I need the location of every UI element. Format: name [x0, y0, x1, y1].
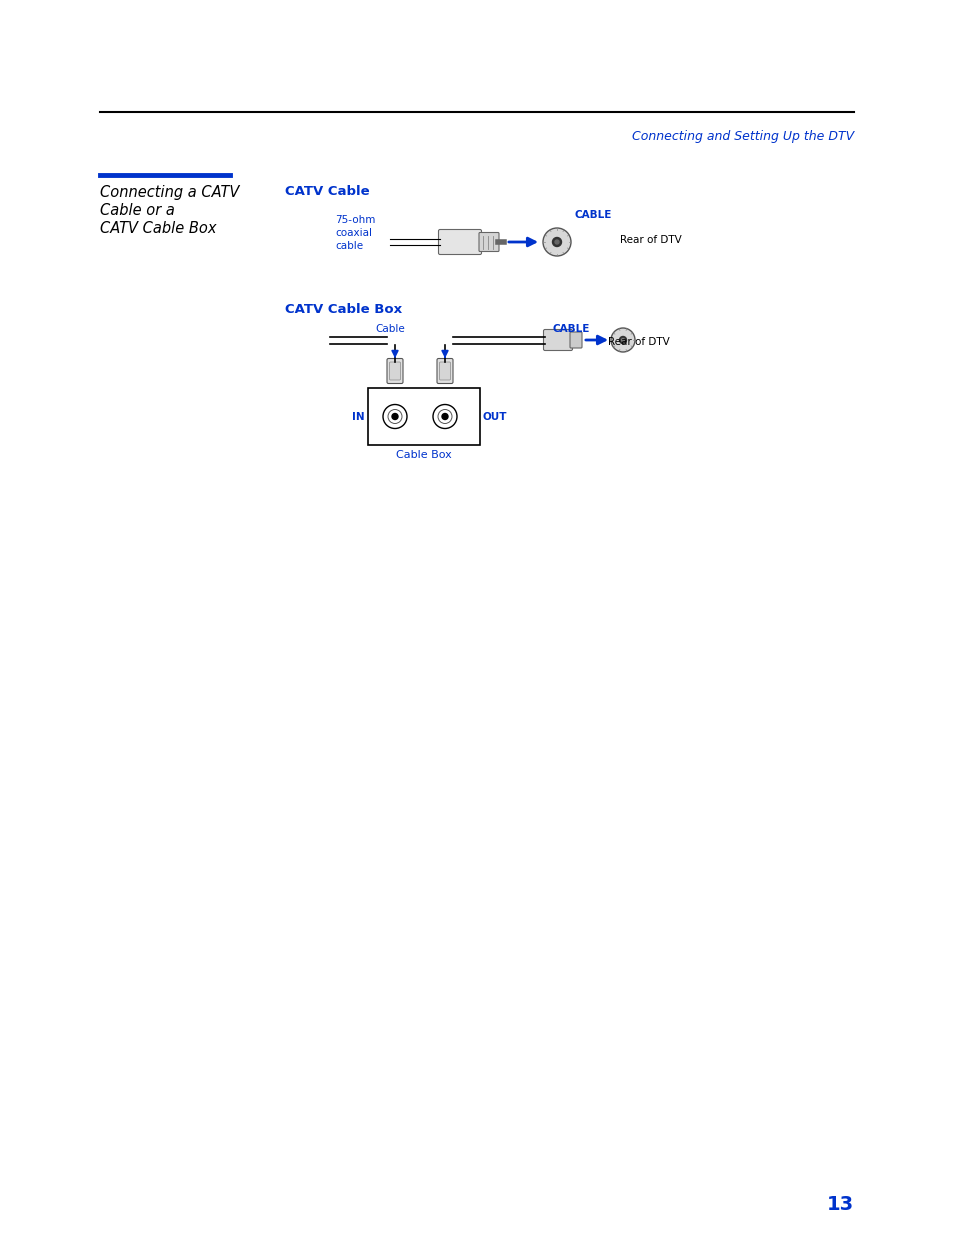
Text: CABLE: CABLE — [553, 324, 590, 333]
Circle shape — [620, 338, 624, 342]
FancyBboxPatch shape — [389, 362, 400, 380]
Bar — [368, 388, 479, 445]
Text: 13: 13 — [826, 1195, 853, 1214]
Text: IN: IN — [352, 411, 365, 421]
Text: Cable or a: Cable or a — [100, 203, 174, 219]
Circle shape — [437, 410, 452, 424]
Text: CATV Cable Box: CATV Cable Box — [100, 221, 216, 236]
FancyBboxPatch shape — [543, 330, 572, 351]
FancyBboxPatch shape — [569, 332, 581, 348]
Circle shape — [441, 414, 448, 420]
Text: CATV Cable: CATV Cable — [285, 185, 369, 198]
Text: Cable Box: Cable Box — [395, 450, 452, 459]
Circle shape — [555, 240, 558, 245]
Text: Cable: Cable — [375, 324, 404, 333]
Text: Rear of DTV: Rear of DTV — [619, 235, 681, 245]
Circle shape — [388, 410, 401, 424]
Circle shape — [542, 228, 571, 256]
Text: OUT: OUT — [482, 411, 507, 421]
Circle shape — [382, 405, 407, 429]
Text: Connecting a CATV: Connecting a CATV — [100, 185, 239, 200]
Circle shape — [618, 336, 626, 343]
Text: CABLE: CABLE — [575, 210, 612, 220]
FancyBboxPatch shape — [436, 358, 453, 384]
Text: Rear of DTV: Rear of DTV — [607, 337, 669, 347]
FancyBboxPatch shape — [478, 232, 498, 252]
FancyBboxPatch shape — [438, 230, 481, 254]
Circle shape — [552, 237, 561, 247]
Text: Connecting and Setting Up the DTV: Connecting and Setting Up the DTV — [631, 130, 853, 143]
Text: 75-ohm
coaxial
cable: 75-ohm coaxial cable — [335, 215, 375, 251]
Circle shape — [610, 329, 635, 352]
FancyBboxPatch shape — [387, 358, 402, 384]
FancyBboxPatch shape — [439, 362, 450, 380]
Circle shape — [392, 414, 397, 420]
Circle shape — [433, 405, 456, 429]
Text: CATV Cable Box: CATV Cable Box — [285, 303, 402, 316]
